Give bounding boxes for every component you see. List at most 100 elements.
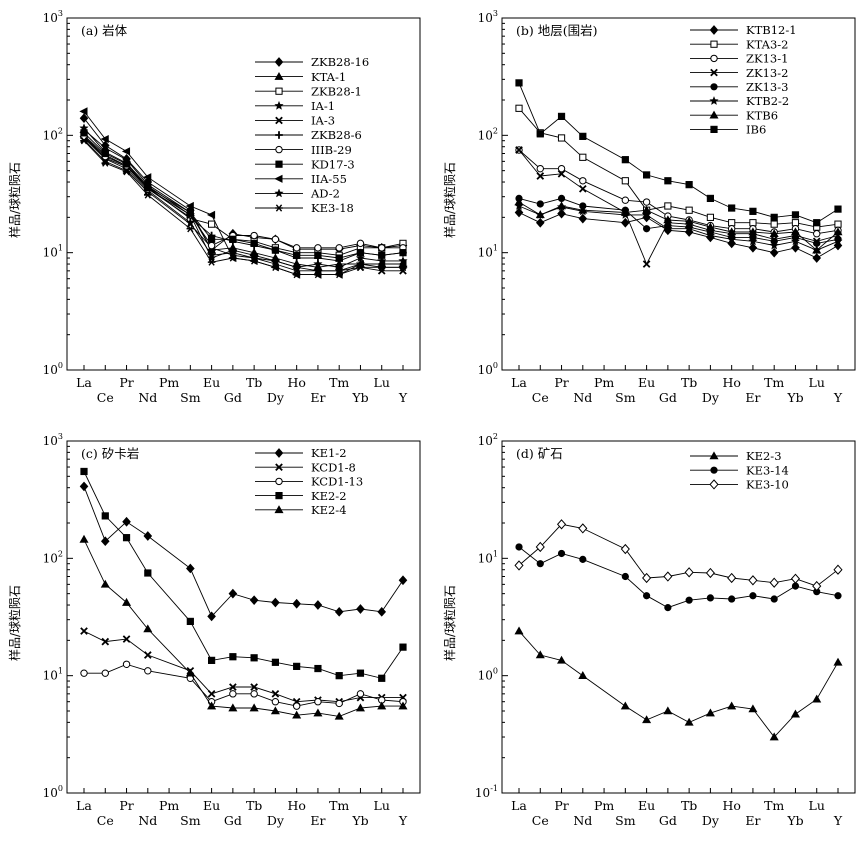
data-point-eu [208, 235, 216, 243]
data-point-nd [578, 523, 588, 534]
data-point-ce [535, 217, 545, 228]
data-point-lu [813, 219, 821, 227]
data-point-tm [769, 247, 779, 258]
series-ke1-2 [79, 481, 408, 622]
legend-marker [275, 116, 283, 125]
data-point-er [748, 575, 758, 586]
data-point-pr [557, 112, 566, 120]
series-ktb6 [514, 197, 843, 254]
legend-label: KCD1-13 [311, 475, 363, 489]
y-tick-label: 100 [478, 667, 498, 683]
data-point-y [398, 255, 408, 265]
data-point-tb [685, 206, 693, 214]
x-tick-label-gd: Gd [224, 390, 242, 405]
data-point-nd [143, 624, 153, 633]
data-point-eu [642, 260, 651, 268]
data-point-er [314, 697, 322, 706]
data-point-eu [643, 171, 651, 179]
data-point-sm [621, 156, 629, 164]
data-point-tm [769, 732, 779, 741]
data-point-sm [185, 668, 195, 677]
data-point-ce [100, 579, 110, 588]
x-tick-label-tm: Tm [329, 375, 349, 390]
legend-marker [275, 463, 283, 472]
data-point-er [748, 704, 758, 713]
legend-marker [710, 466, 718, 474]
data-point-lu [812, 253, 822, 263]
x-tick-label-ho: Ho [722, 375, 740, 390]
legend-label: KE3-10 [746, 478, 789, 492]
data-point-tb [250, 654, 258, 662]
legend-item: KD17-3 [255, 157, 355, 171]
data-point-er [749, 219, 757, 227]
data-point-eu [643, 592, 651, 600]
data-point-gd [663, 706, 673, 715]
legend-item: KTB12-1 [690, 23, 797, 37]
data-point-y [833, 227, 843, 236]
legend-marker [275, 160, 283, 168]
data-point-lu [812, 245, 822, 254]
panel-title: (b) 地层(围岩) [516, 23, 597, 38]
data-point-gd [229, 653, 237, 661]
x-tick-label-lu: Lu [374, 798, 390, 813]
data-point-pr [122, 168, 131, 176]
series-ke2-2 [80, 467, 407, 682]
legend-marker [709, 451, 719, 460]
data-point-sm [186, 225, 195, 233]
data-point-er [748, 236, 758, 246]
data-point-tm [335, 672, 343, 680]
data-point-pr [557, 201, 567, 210]
legend-marker [710, 68, 718, 77]
x-tick-label-pm: Pm [159, 375, 179, 390]
data-point-yb [791, 242, 800, 253]
data-point-ce [101, 159, 110, 167]
y-tick-label: 100 [43, 784, 63, 800]
data-point-dy [706, 594, 714, 602]
data-point-gd [229, 683, 237, 691]
data-point-la [80, 627, 88, 635]
data-point-tb [684, 567, 694, 578]
data-point-pr [122, 534, 131, 542]
data-point-yb [356, 239, 365, 248]
data-point-er [313, 259, 323, 269]
data-point-pr [557, 655, 567, 664]
legend-item: KTA3-2 [690, 37, 788, 51]
legend-label: AD-2 [310, 187, 340, 201]
legend-label: KE3-14 [746, 463, 789, 477]
data-point-dy [705, 708, 715, 717]
data-point-er [749, 207, 757, 215]
legend-label: IB6 [746, 123, 766, 137]
data-point-ho [292, 710, 302, 719]
data-point-eu [208, 220, 216, 228]
legend-label: KTB12-1 [746, 23, 797, 37]
data-point-y [834, 205, 842, 213]
data-point-dy [706, 213, 714, 221]
data-point-sm [620, 701, 630, 710]
data-point-nd [578, 184, 587, 193]
x-tick-label-gd: Gd [224, 813, 242, 828]
data-point-tm [334, 711, 344, 720]
x-tick-label-eu: Eu [203, 798, 220, 813]
data-point-gd [229, 690, 237, 698]
legend-marker [710, 125, 718, 133]
x-tick-label-dy: Dy [267, 813, 285, 828]
data-point-nd [144, 667, 152, 675]
data-point-tm [770, 213, 778, 221]
legend-label: KCD1-8 [311, 460, 356, 474]
data-point-tm [335, 244, 343, 252]
data-point-eu [207, 611, 216, 622]
data-point-tb [250, 239, 258, 247]
data-point-eu [208, 656, 216, 664]
series-ib6 [515, 79, 842, 227]
data-point-la [515, 104, 523, 112]
data-point-eu [642, 205, 652, 214]
data-point-pr [122, 635, 131, 643]
x-tick-label-nd: Nd [138, 390, 157, 405]
data-point-ce [101, 637, 110, 646]
legend-item: KE3-10 [690, 478, 789, 492]
data-point-dy [271, 246, 279, 254]
data-point-yb [356, 690, 365, 698]
data-point-ce [101, 669, 109, 677]
